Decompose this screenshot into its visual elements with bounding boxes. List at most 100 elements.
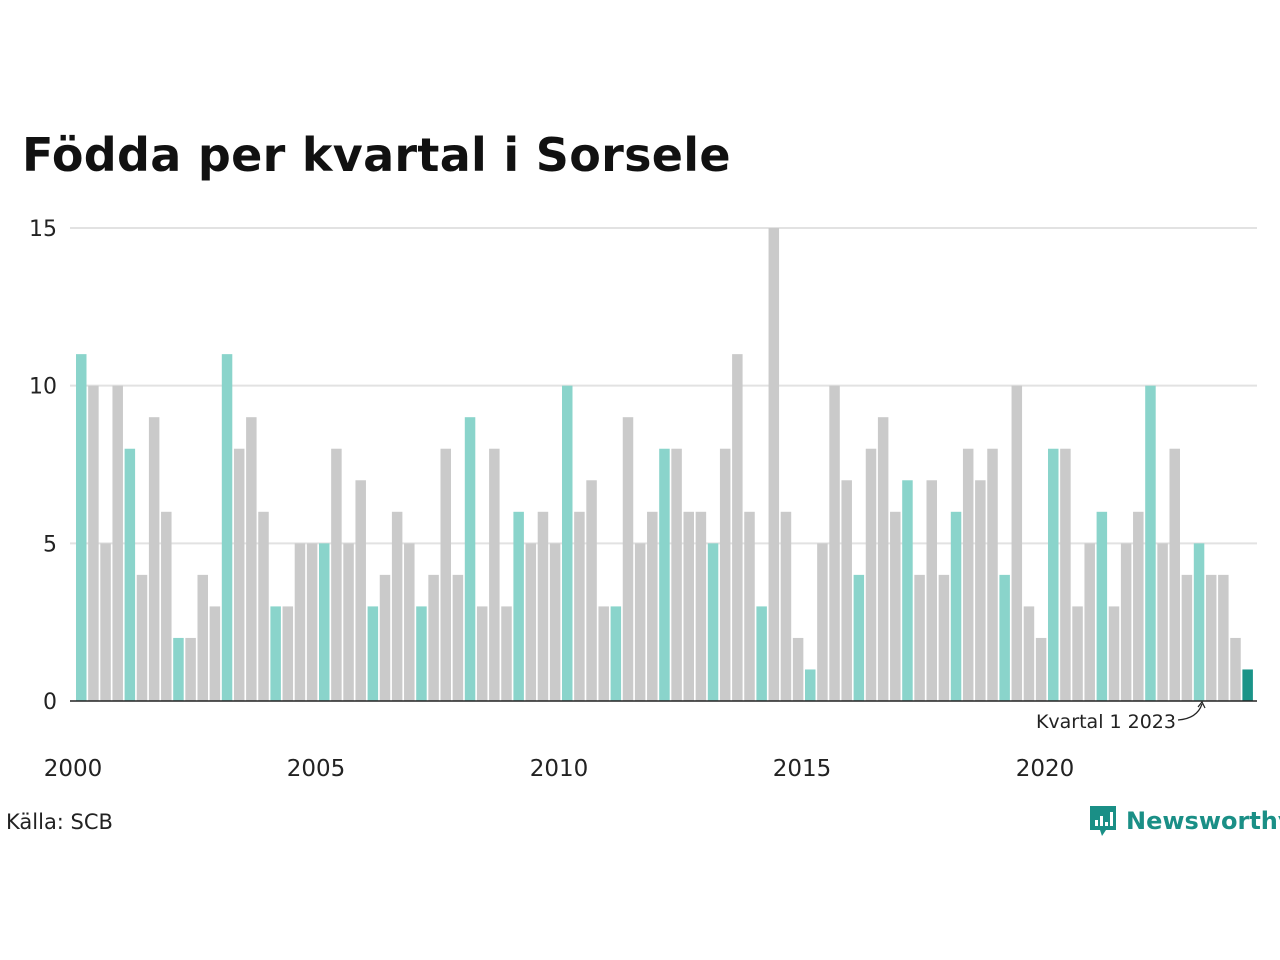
bar <box>525 543 537 701</box>
y-axis-ticks: 0 5 10 15 <box>29 217 57 715</box>
bar <box>452 574 464 701</box>
bar <box>501 606 512 701</box>
bar <box>975 480 986 701</box>
bars <box>76 228 1253 701</box>
bar <box>416 606 427 701</box>
bar <box>282 606 294 701</box>
bar <box>1023 606 1035 701</box>
x-tick-label: 2020 <box>1016 756 1075 782</box>
bar <box>732 354 743 701</box>
bar <box>877 417 889 701</box>
x-tick-label: 2000 <box>44 756 103 782</box>
source-label: Källa: SCB <box>6 810 113 834</box>
bar <box>1242 669 1253 701</box>
bar <box>1084 543 1095 701</box>
bar <box>76 354 87 701</box>
bar <box>391 511 403 701</box>
annotation: Kvartal 1 2023 <box>1036 700 1206 733</box>
bar <box>865 448 877 701</box>
bar <box>634 543 646 701</box>
bar <box>1169 448 1180 701</box>
bar <box>306 543 318 701</box>
brand-logo: Newsworthy <box>1088 804 1280 838</box>
bar <box>270 606 281 701</box>
bar <box>440 448 451 701</box>
bar <box>173 637 184 701</box>
bar <box>1011 385 1023 701</box>
bar <box>1145 385 1156 701</box>
bar <box>489 448 500 701</box>
bar <box>817 543 828 701</box>
bar <box>999 574 1010 701</box>
bar <box>1060 448 1071 701</box>
bar <box>938 574 950 701</box>
bar <box>574 511 585 701</box>
bar <box>100 543 111 701</box>
bar <box>659 448 670 701</box>
bar <box>987 448 998 701</box>
bar <box>233 448 245 701</box>
bar <box>586 480 597 701</box>
y-tick-label: 10 <box>29 375 57 400</box>
bar <box>221 354 233 701</box>
x-tick-label: 2005 <box>287 756 346 782</box>
y-tick-label: 15 <box>29 217 57 242</box>
bar <box>683 511 694 701</box>
bar <box>537 511 549 701</box>
bar <box>1096 511 1108 701</box>
annotation-label: Kvartal 1 2023 <box>1036 711 1176 733</box>
bar <box>707 543 719 701</box>
bar <box>428 574 439 701</box>
bar <box>343 543 354 701</box>
bar <box>1120 543 1132 701</box>
bar <box>768 228 780 701</box>
bar <box>246 417 257 701</box>
y-tick-label: 0 <box>43 690 57 715</box>
bar <box>1133 511 1144 701</box>
bar <box>622 417 634 701</box>
bar <box>829 385 840 701</box>
annotation-arrow <box>1177 703 1203 721</box>
bar <box>1157 543 1168 701</box>
bar <box>841 480 852 701</box>
bar <box>1230 637 1241 701</box>
bar <box>148 417 160 701</box>
bar <box>136 574 148 701</box>
bar <box>950 511 962 701</box>
bar <box>902 480 913 701</box>
bar <box>598 606 609 701</box>
bar <box>756 606 767 701</box>
bar <box>1048 448 1059 701</box>
bar <box>161 511 172 701</box>
bar <box>185 637 196 701</box>
bar <box>1193 543 1205 701</box>
x-tick-label: 2010 <box>530 756 589 782</box>
bar <box>1218 574 1229 701</box>
bar <box>647 511 658 701</box>
bar <box>780 511 792 701</box>
bar <box>1035 637 1047 701</box>
bar <box>379 574 391 701</box>
bar <box>124 448 136 701</box>
bar <box>197 574 208 701</box>
bar <box>695 511 707 701</box>
bar <box>258 511 269 701</box>
newsworthy-logo-icon <box>1090 806 1116 836</box>
bar <box>1072 606 1083 701</box>
bar <box>719 448 731 701</box>
bar <box>1205 574 1217 701</box>
bar <box>513 511 524 701</box>
bar <box>367 606 379 701</box>
bar <box>914 574 925 701</box>
bar <box>671 448 682 701</box>
bar-chart: 0 5 10 15 2000 2005 2010 2015 2020 Kvartal 1 20… <box>29 217 1257 782</box>
bar <box>549 543 561 701</box>
brand-name: Newsworthy <box>1126 807 1280 835</box>
chart-title: Födda per kvartal i Sorsele <box>22 128 731 182</box>
bar <box>562 385 573 701</box>
y-tick-label: 5 <box>43 532 57 557</box>
bar <box>404 543 415 701</box>
bar <box>744 511 755 701</box>
bar <box>890 511 901 701</box>
x-tick-label: 2015 <box>773 756 832 782</box>
